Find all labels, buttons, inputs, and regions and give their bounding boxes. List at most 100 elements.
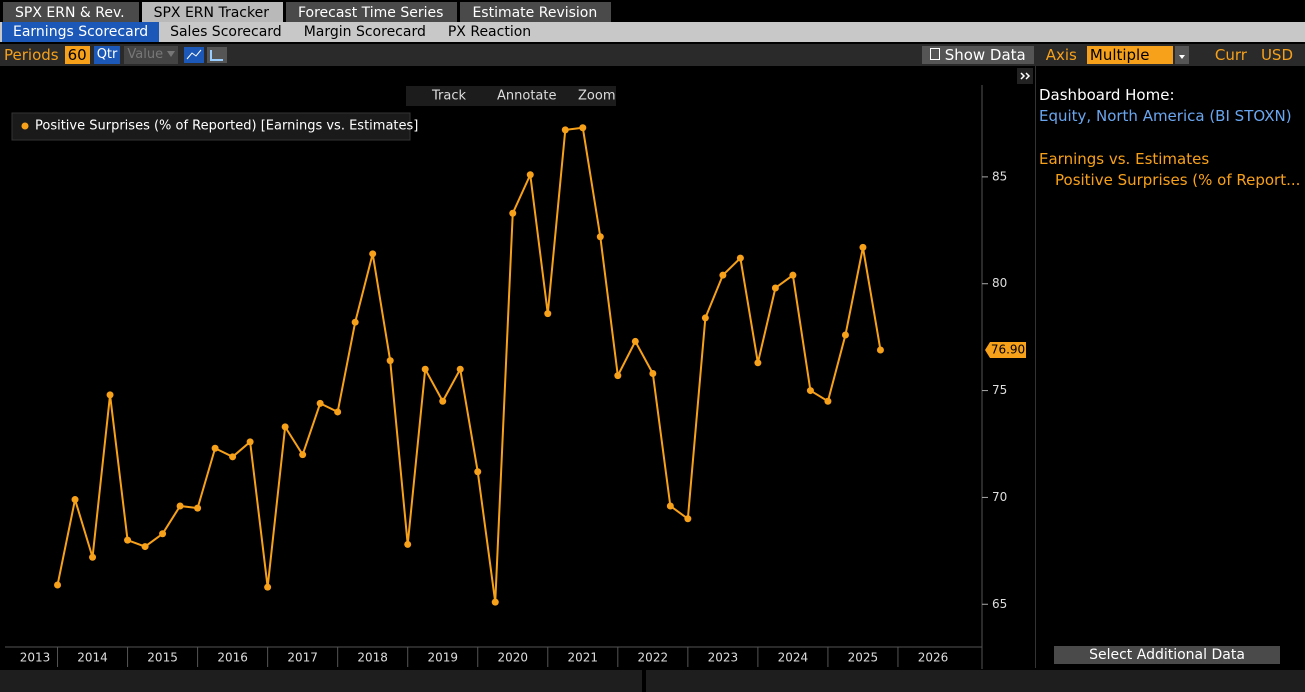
x-tick-label: 2020	[497, 651, 528, 665]
data-point	[264, 583, 272, 591]
tab[interactable]: Estimate Revision	[460, 1, 612, 24]
chart-icons[interactable]	[184, 46, 228, 64]
y-tick-label: 75	[992, 383, 1007, 397]
x-tick-label: 2026	[918, 651, 949, 665]
data-point	[369, 250, 377, 258]
curr-label: Curr	[1214, 46, 1247, 64]
x-tick-label: 2021	[568, 651, 599, 665]
y-tick-label: 85	[992, 169, 1007, 183]
panel-item[interactable]: Positive Surprises (% of Report...	[1055, 171, 1301, 189]
tool-zoom[interactable]: Zoom	[578, 89, 615, 104]
x-tick-label: 2022	[638, 651, 669, 665]
x-tick-label: 2018	[357, 651, 388, 665]
periods-label: Periods	[4, 46, 59, 64]
data-point	[684, 515, 692, 523]
x-tick-label: 2025	[848, 651, 879, 665]
data-point	[71, 496, 79, 504]
data-point	[509, 209, 517, 217]
tab-bar: SPX ERN & Rev. SPX ERN Tracker Forecast …	[0, 0, 1305, 24]
y-tick-label: 70	[992, 490, 1007, 504]
data-point	[596, 233, 604, 241]
subtab[interactable]: Sales Scorecard	[170, 24, 282, 40]
tab[interactable]: Forecast Time Series	[285, 1, 458, 24]
axis-dropdown[interactable]: Multiple	[1086, 46, 1173, 64]
data-point	[474, 468, 482, 476]
data-point	[876, 346, 884, 354]
x-tick-label: 2017	[287, 651, 318, 665]
curr-value[interactable]: USD	[1260, 46, 1293, 64]
panel-link[interactable]: Equity, North America (BI STOXN)	[1039, 107, 1292, 125]
data-point	[771, 284, 779, 292]
x-tick-label: 2014	[77, 651, 108, 665]
select-data-button[interactable]: Select Additional Data	[1054, 646, 1280, 664]
data-point	[631, 337, 639, 345]
data-point	[124, 536, 132, 544]
data-point	[526, 171, 534, 179]
y-tick-label: 65	[992, 597, 1007, 611]
data-point	[491, 598, 499, 606]
data-point	[649, 369, 657, 377]
value-dropdown[interactable]: Value	[124, 46, 179, 64]
data-point	[351, 318, 359, 326]
x-tick-label: 2023	[708, 651, 739, 665]
data-point	[859, 243, 867, 251]
data-point	[544, 310, 552, 318]
data-point	[89, 553, 97, 561]
data-point	[334, 408, 342, 416]
data-point	[386, 357, 394, 365]
data-point	[754, 359, 762, 367]
bottom-bar	[0, 670, 1305, 692]
panel-heading: Dashboard Home:	[1039, 86, 1175, 104]
data-point	[789, 271, 797, 279]
x-tick-label: 2019	[427, 651, 458, 665]
data-point	[54, 581, 62, 589]
data-point	[421, 365, 429, 373]
last-value-tag	[985, 341, 1026, 358]
show-data-text: Show Data	[944, 46, 1026, 64]
data-point	[316, 399, 324, 407]
tab[interactable]: SPX ERN Tracker	[141, 1, 283, 24]
chart: Track Annotate Zoom Positive Surprises (…	[5, 68, 1033, 669]
tool-track[interactable]: Track	[431, 89, 466, 104]
subtab-bar: Earnings Scorecard Sales Scorecard Margi…	[0, 22, 1305, 42]
data-point	[806, 387, 814, 395]
show-data-button[interactable]: Show Data	[921, 46, 1034, 64]
value-text: Value	[127, 47, 164, 62]
axis-label: Axis	[1045, 46, 1077, 64]
x-tick-label: 2013	[20, 651, 51, 665]
data-point	[159, 530, 167, 538]
freq-button[interactable]: Qtr	[93, 46, 121, 64]
data-point	[824, 397, 832, 405]
data-point	[614, 372, 622, 380]
chart-tools	[406, 86, 616, 106]
periods-input[interactable]: 60	[64, 46, 90, 64]
doc-icon	[929, 48, 940, 60]
y-tick-label: 80	[992, 276, 1007, 290]
collapse-icon	[1020, 72, 1026, 80]
data-point	[246, 438, 254, 446]
collapse-icon	[1025, 72, 1031, 80]
legend-swatch	[21, 122, 29, 130]
subtab[interactable]: Margin Scorecard	[303, 24, 426, 40]
dropdown-arrow	[167, 51, 176, 57]
side-panel: Dashboard Home: Equity, North America (B…	[1035, 66, 1305, 668]
axis-dropdown-arrow[interactable]	[1174, 46, 1189, 64]
data-point	[701, 314, 709, 322]
dropdown-arrow	[1178, 55, 1185, 59]
subtab[interactable]: PX Reaction	[447, 24, 532, 40]
data-point	[579, 124, 587, 132]
data-point	[841, 331, 849, 339]
data-point	[299, 451, 307, 459]
divider	[642, 670, 646, 692]
subtab[interactable]: Earnings Scorecard	[2, 22, 160, 42]
data-point	[281, 423, 289, 431]
data-point	[194, 504, 202, 512]
data-point	[176, 502, 184, 510]
tab[interactable]: SPX ERN & Rev.	[3, 1, 139, 24]
data-point	[439, 397, 447, 405]
data-point	[141, 543, 149, 551]
toolbar: Periods 60 Qtr Value Show Data Axis Mult…	[0, 44, 1305, 66]
tool-annotate[interactable]: Annotate	[497, 89, 556, 104]
data-point	[456, 365, 464, 373]
